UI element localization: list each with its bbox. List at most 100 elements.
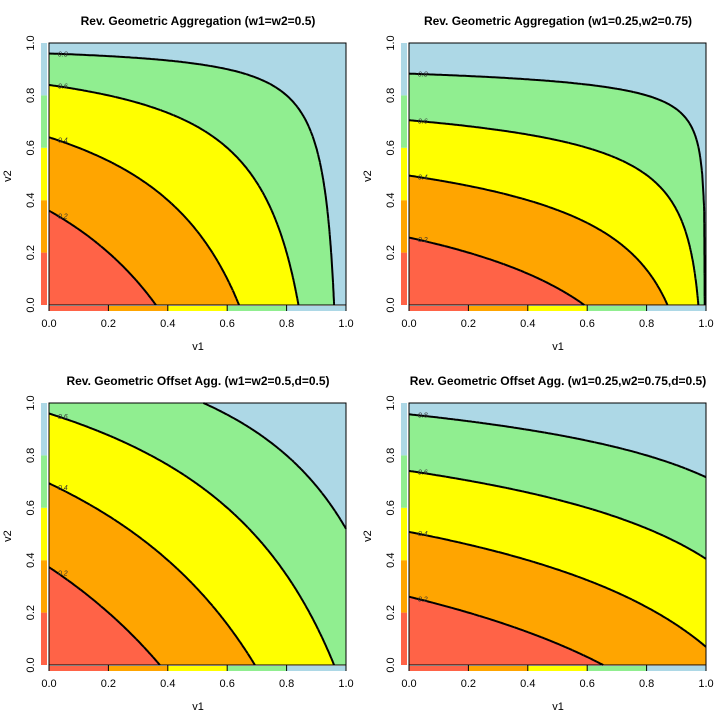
contour-label: 0.6 — [418, 119, 428, 126]
y-color-strip-segment — [401, 455, 407, 508]
x-color-strip-segment — [49, 666, 109, 671]
x-tick-label: 0.8 — [639, 318, 654, 330]
y-color-strip-segment — [41, 560, 47, 613]
contour-label: 0.4 — [58, 138, 68, 145]
plot-border — [408, 402, 707, 666]
x-tick-label: 1.0 — [698, 678, 713, 690]
x-color-strip-segment — [108, 666, 168, 671]
x-color-strip-segment — [167, 666, 228, 671]
y-color-strip-segment — [41, 200, 47, 253]
x-tick-label: 0.6 — [580, 318, 595, 330]
x-tick-label: 0.4 — [160, 678, 175, 690]
y-tick-label: 0.6 — [25, 500, 37, 515]
contour-line — [48, 482, 256, 666]
y-color-strip-segment — [41, 252, 47, 305]
y-color-strip-segment — [401, 147, 407, 201]
y-color-strip-segment — [41, 403, 47, 456]
contour-label: 0.6 — [58, 84, 68, 91]
y-tick-label: 0.2 — [385, 605, 397, 620]
x-axis-label: v1 — [552, 341, 564, 353]
x-tick-label: 0.4 — [520, 318, 535, 330]
x-color-strip-segment — [49, 306, 109, 311]
x-color-strip-segment — [108, 306, 168, 311]
contour-line — [409, 174, 669, 306]
contour-line — [408, 530, 707, 648]
x-color-strip-segment — [409, 666, 469, 671]
x-color-strip-segment — [587, 666, 647, 671]
y-tick-label: 0.8 — [385, 448, 397, 463]
x-tick-label: 0.4 — [160, 318, 175, 330]
contour-panel: Rev. Geometric Aggregation (w1=w2=0.5) v1… — [0, 0, 360, 360]
x-tick-label: 0.0 — [401, 678, 416, 690]
contour-line — [48, 52, 336, 306]
plot-border — [48, 402, 347, 666]
y-color-strip-segment — [401, 403, 407, 456]
contour-line — [48, 209, 157, 306]
x-tick-label: 0.8 — [279, 318, 294, 330]
plot-border — [408, 42, 707, 306]
x-color-strip-segment — [527, 666, 588, 671]
contour-panel: Rev. Geometric Offset Agg. (w1=w2=0.5,d=… — [0, 360, 360, 720]
y-tick-label: 0.8 — [25, 88, 37, 103]
x-tick-label: 0.4 — [520, 678, 535, 690]
y-color-strip-segment — [41, 612, 47, 665]
x-color-strip-segment — [286, 666, 346, 671]
filled-contour-area — [409, 403, 706, 665]
x-axis-label: v1 — [192, 341, 204, 353]
x-tick-label: 1.0 — [338, 318, 353, 330]
y-color-strip-segment — [401, 612, 407, 665]
x-tick-label: 0.2 — [461, 678, 476, 690]
y-tick-label: 0.4 — [385, 193, 397, 208]
x-color-strip-segment — [646, 666, 706, 671]
x-color-strip-segment — [587, 306, 647, 311]
contour-label: 0.6 — [58, 414, 68, 421]
x-color-strip-segment — [468, 666, 528, 671]
y-tick-label: 0.6 — [25, 140, 37, 155]
contour-label: 0.4 — [58, 485, 68, 492]
contour-panel: Rev. Geometric Offset Agg. (w1=0.25,w2=0… — [360, 360, 720, 720]
contour-label: 0.8 — [418, 413, 428, 420]
y-tick-label: 0.6 — [385, 140, 397, 155]
y-tick-label: 0.8 — [25, 448, 37, 463]
x-tick-label: 0.0 — [41, 318, 56, 330]
y-tick-label: 1.0 — [25, 395, 37, 410]
x-tick-label: 0.6 — [220, 318, 235, 330]
contour-label: 0.2 — [58, 571, 68, 578]
x-color-strip-segment — [167, 306, 228, 311]
y-tick-label: 0.4 — [25, 193, 37, 208]
filled-contour-area — [409, 43, 706, 305]
contour-line — [408, 236, 585, 306]
x-axis-label: v1 — [552, 701, 564, 713]
x-color-strip-segment — [468, 306, 528, 311]
x-tick-label: 0.8 — [279, 678, 294, 690]
y-tick-label: 1.0 — [25, 35, 37, 50]
contour-label: 0.2 — [58, 213, 68, 220]
y-color-strip-segment — [41, 455, 47, 508]
y-tick-label: 0.2 — [385, 245, 397, 260]
chart-title: Rev. Geometric Offset Agg. (w1=0.25,w2=0… — [409, 374, 707, 388]
y-color-strip-segment — [41, 95, 47, 148]
contour-line — [408, 119, 700, 306]
y-tick-label: 1.0 — [385, 395, 397, 410]
x-tick-label: 0.6 — [220, 678, 235, 690]
chart-title: Rev. Geometric Aggregation (w1=w2=0.5) — [80, 14, 316, 28]
x-axis-label: v1 — [192, 701, 204, 713]
y-tick-label: 0.4 — [385, 553, 397, 568]
contour-line — [48, 83, 300, 306]
contour-label: 0.4 — [418, 174, 428, 181]
x-tick-label: 0.0 — [401, 318, 416, 330]
y-tick-label: 0.0 — [385, 657, 397, 672]
contour-label: 0.6 — [418, 470, 428, 477]
y-tick-label: 0.4 — [25, 553, 37, 568]
contour-line — [408, 469, 707, 560]
contour-line — [48, 566, 161, 666]
y-color-strip-segment — [41, 147, 47, 201]
x-color-strip-segment — [409, 306, 469, 311]
y-tick-label: 0.0 — [25, 297, 37, 312]
x-color-strip-segment — [286, 306, 346, 311]
contour-label: 0.4 — [418, 531, 428, 538]
contour-panel: Rev. Geometric Aggregation (w1=0.25,w2=0… — [360, 0, 720, 360]
x-tick-label: 0.2 — [461, 318, 476, 330]
y-color-strip-segment — [401, 560, 407, 613]
chart-title: Rev. Geometric Aggregation (w1=0.25,w2=0… — [423, 14, 693, 28]
